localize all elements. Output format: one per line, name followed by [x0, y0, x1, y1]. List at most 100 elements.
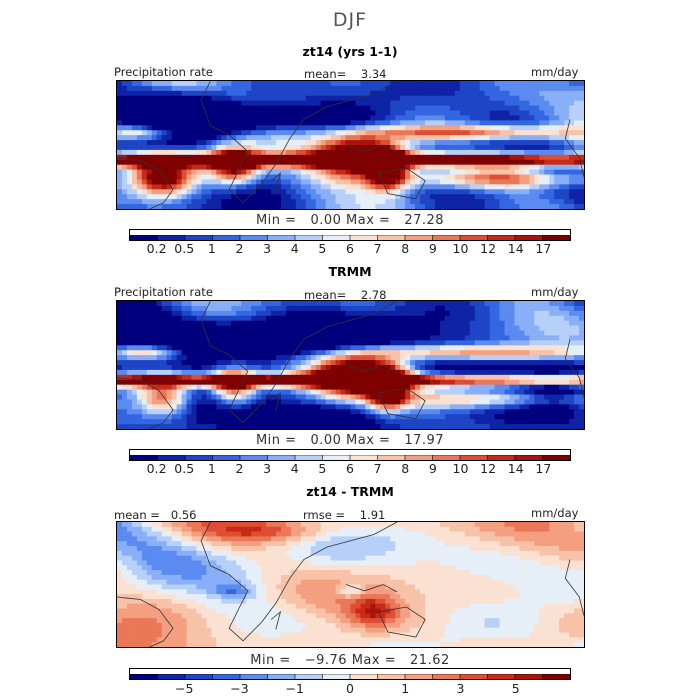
colorbar-tick-label: 9 [428, 461, 437, 476]
colorbar-tick-label: 12 [480, 241, 497, 256]
colorbar-swatch [404, 234, 434, 240]
colorbar-swatch [514, 454, 544, 460]
colorbar-swatch [459, 234, 489, 240]
colorbar-swatch [459, 673, 489, 679]
colorbar-tick-label: 9 [428, 241, 437, 256]
coastline [270, 172, 282, 192]
panel-3-rmse-label: rmse = 1.91 [303, 508, 386, 522]
coastline [564, 559, 584, 616]
colorbar-tick-label: 0.5 [174, 241, 195, 256]
colorbar-swatch [130, 234, 159, 240]
coastline [117, 596, 174, 647]
panel-1-title: zt14 (yrs 1-1) [302, 44, 398, 59]
colorbar-swatch [239, 673, 269, 679]
colorbar-swatch [377, 673, 406, 679]
colorbar-swatch [542, 673, 570, 679]
panel-1-units: mm/day [531, 65, 579, 79]
colorbar-swatch [239, 234, 269, 240]
colorbar-swatch [432, 454, 461, 460]
panel-2-colorbar-ticks: 0.2 0.5 1 2 3 4 5 6 7 8 9 10 12 14 17 [129, 461, 571, 477]
colorbar-tick-label: 8 [401, 241, 410, 256]
colorbar-swatch [157, 234, 186, 240]
colorbar-swatch [184, 673, 214, 679]
colorbar-swatch [157, 454, 186, 460]
panel-1-min-max: Min = 0.00 Max = 27.28 [255, 213, 445, 228]
figure-title: DJF [332, 9, 368, 31]
colorbar-swatch [294, 454, 324, 460]
colorbar-tick-label: 7 [373, 241, 382, 256]
colorbar-swatch [542, 454, 570, 460]
panel-2-title: TRMM [328, 264, 372, 279]
coastline [345, 144, 398, 154]
colorbar-tick-label: 10 [452, 461, 469, 476]
colorbar-swatch [267, 454, 296, 460]
panel-1-variable-label: Precipitation rate [114, 65, 213, 79]
colorbar-swatch [212, 234, 241, 240]
colorbar-swatch [294, 234, 324, 240]
coastline [270, 392, 282, 412]
colorbar-swatch [322, 454, 351, 460]
colorbar-swatch [542, 234, 570, 240]
colorbar-tick-label: 4 [290, 461, 299, 476]
colorbar-tick-label: 1 [401, 681, 410, 696]
colorbar-tick-label: 3 [263, 241, 272, 256]
panel-3-min-max: Min = −9.76 Max = 21.62 [250, 653, 450, 668]
panel-1-mean-label: mean= 3.34 [304, 67, 387, 81]
coastline [200, 81, 398, 204]
coastline [378, 167, 426, 200]
panel-3-mean-label: mean = 0.56 [114, 508, 197, 522]
panel-2-min-max: Min = 0.00 Max = 17.97 [255, 433, 445, 448]
colorbar-swatch [130, 673, 159, 679]
colorbar-swatch [130, 454, 159, 460]
colorbar-swatch [267, 234, 296, 240]
coastline [270, 610, 282, 630]
colorbar-tick-label: −5 [175, 681, 194, 696]
colorbar-swatch [404, 673, 434, 679]
colorbar-tick-label: 10 [452, 241, 469, 256]
colorbar-tick-label: −1 [285, 681, 304, 696]
colorbar-swatch [432, 234, 461, 240]
colorbar-tick-label: 2 [235, 241, 244, 256]
colorbar-swatch [349, 454, 379, 460]
coastline [200, 301, 398, 424]
panel-2-units: mm/day [531, 285, 579, 299]
colorbar-tick-label: 14 [507, 461, 524, 476]
colorbar-tick-label: 0.2 [146, 241, 167, 256]
panel-2-map [116, 300, 585, 430]
colorbar-swatch [322, 234, 351, 240]
colorbar-tick-label: 5 [511, 681, 520, 696]
panel-1-map [116, 80, 585, 210]
coastline [564, 339, 584, 398]
coastline [200, 522, 398, 642]
colorbar-swatch [349, 673, 379, 679]
colorbar-swatch [514, 673, 544, 679]
colorbar-tick-label: 2 [235, 461, 244, 476]
colorbar-tick-label: 6 [346, 461, 354, 476]
colorbar-tick-label: 12 [480, 461, 497, 476]
colorbar-swatch [377, 234, 406, 240]
colorbar-swatch [157, 673, 186, 679]
coastline [564, 119, 584, 178]
colorbar-swatch [212, 454, 241, 460]
colorbar-tick-label: 1 [207, 461, 216, 476]
colorbar-swatch [294, 673, 324, 679]
colorbar-swatch [349, 234, 379, 240]
colorbar-tick-label: 0 [346, 681, 354, 696]
colorbar-swatch [487, 454, 516, 460]
colorbar-swatch [432, 673, 461, 679]
panel-2-variable-label: Precipitation rate [114, 285, 213, 299]
colorbar-tick-label: −3 [230, 681, 249, 696]
colorbar-tick-label: 0.5 [174, 461, 195, 476]
colorbar-tick-label: 3 [263, 461, 272, 476]
colorbar-swatch [267, 673, 296, 679]
colorbar-tick-label: 6 [346, 241, 354, 256]
colorbar-swatch [184, 454, 214, 460]
colorbar-swatch [404, 454, 434, 460]
colorbar-swatch [239, 454, 269, 460]
panel-3-title: zt14 - TRMM [306, 484, 394, 499]
colorbar-tick-label: 3 [456, 681, 465, 696]
colorbar-tick-label: 0.2 [146, 461, 167, 476]
panel-3-units: mm/day [531, 506, 579, 520]
colorbar-tick-label: 17 [535, 241, 552, 256]
panel-1-colorbar-ticks: 0.2 0.5 1 2 3 4 5 6 7 8 9 10 12 14 17 [129, 241, 571, 257]
